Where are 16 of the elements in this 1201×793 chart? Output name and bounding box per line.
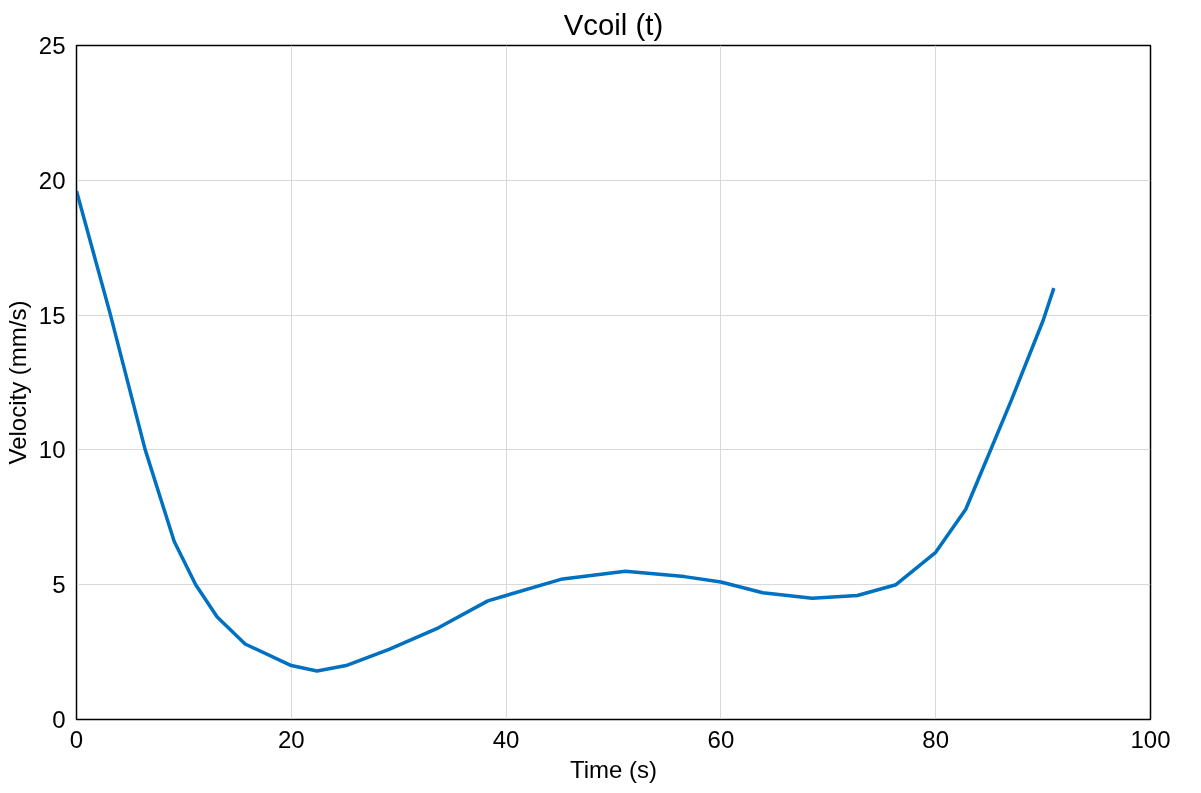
y-tick-label: 25 (38, 32, 66, 59)
x-tick-label: 100 (1130, 725, 1171, 753)
y-axis-title: Velocity (mm/s) (3, 300, 31, 465)
x-tick-label: 60 (707, 725, 735, 753)
y-tick-label: 20 (38, 166, 66, 194)
y-tick-label: 0 (52, 706, 66, 733)
chart-title: Vcoil (t) (563, 7, 664, 41)
line-series (76, 189, 1056, 673)
x-tick-label: 40 (492, 725, 520, 753)
y-tick-label: 10 (38, 436, 66, 464)
x-tick-label: 80 (922, 725, 950, 753)
x-tick-label: 20 (277, 725, 305, 753)
y-tick-label: 5 (52, 571, 66, 599)
y-tick-label: 15 (38, 301, 66, 329)
x-axis-title: Time (s) (569, 755, 658, 783)
x-tick-label: 0 (69, 725, 84, 753)
